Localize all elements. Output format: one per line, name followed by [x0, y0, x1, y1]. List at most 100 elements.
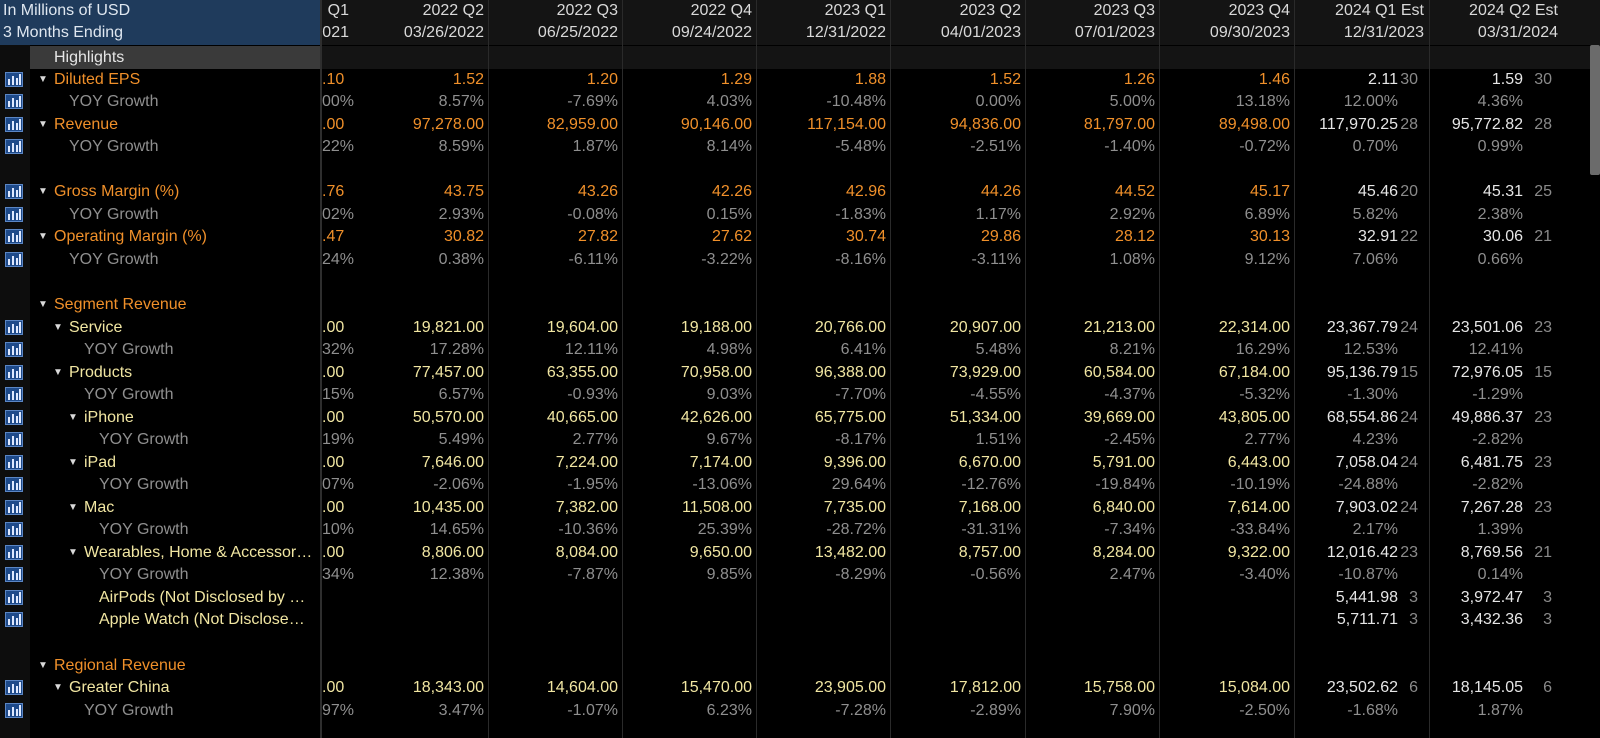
data-cell[interactable]: 96,388.00	[814, 364, 886, 381]
data-cell[interactable]: -10.87%	[1338, 566, 1398, 583]
data-cell[interactable]: 7,174.00	[689, 454, 752, 471]
table-row[interactable]: AirPods (Not Disclosed by … 5,441.98 3,972…	[0, 586, 1600, 609]
data-cell[interactable]: 12.00%	[1343, 93, 1398, 110]
data-cell[interactable]: 1.20	[586, 71, 618, 88]
data-cell[interactable]: 02%	[322, 206, 355, 223]
data-cell[interactable]: 42,626.00	[680, 409, 752, 426]
data-cell[interactable]: 1.17%	[975, 206, 1021, 223]
expand-arrow-icon[interactable]: ▼	[38, 119, 48, 130]
data-cell[interactable]: 8,284.00	[1092, 544, 1155, 561]
data-cell[interactable]: 28.12	[1114, 228, 1155, 245]
data-cell[interactable]: 49,886.37	[1451, 409, 1523, 426]
data-cell[interactable]: 13,482.00	[814, 544, 886, 561]
data-cell[interactable]: 2.77%	[1244, 431, 1290, 448]
table-row[interactable]: ▼ Segment Revenue	[0, 293, 1600, 316]
data-cell[interactable]: 12.53%	[1343, 341, 1398, 358]
data-cell[interactable]: 43.75	[443, 183, 484, 200]
data-cell[interactable]: 22,314.00	[1218, 319, 1290, 336]
table-row[interactable]: ▼ Products .00 77,457.00 63,355.00 70,958.00 9…	[0, 361, 1600, 384]
data-cell[interactable]: 67,184.00	[1218, 364, 1290, 381]
data-cell[interactable]: 60,584.00	[1083, 364, 1155, 381]
data-cell[interactable]: 1.52	[989, 71, 1021, 88]
data-cell[interactable]: 23,501.06	[1451, 319, 1523, 336]
column-header[interactable]: 2023 Q1 12/31/2022	[756, 0, 886, 45]
data-cell[interactable]: 5.00%	[1109, 93, 1155, 110]
bar-chart-icon[interactable]	[5, 500, 23, 515]
data-cell[interactable]: -1.40%	[1104, 138, 1155, 155]
bar-chart-icon[interactable]	[5, 94, 23, 109]
bar-chart-icon[interactable]	[5, 139, 23, 154]
data-cell[interactable]: 0.14%	[1477, 566, 1523, 583]
table-row[interactable]: ▼ Gross Margin (%) .76 43.75 43.26 42.26 42.96…	[0, 180, 1600, 203]
data-cell[interactable]: 7,267.28	[1460, 499, 1523, 516]
data-cell[interactable]: -24.88%	[1338, 476, 1398, 493]
data-cell[interactable]: -1.68%	[1347, 702, 1398, 719]
data-cell[interactable]: 39,669.00	[1083, 409, 1155, 426]
data-cell[interactable]: 42.96	[845, 183, 886, 200]
data-cell[interactable]: 1.26	[1123, 71, 1155, 88]
data-cell[interactable]: 2.11	[1368, 71, 1398, 88]
data-cell[interactable]: -3.11%	[971, 251, 1021, 268]
data-cell[interactable]: .00	[322, 499, 345, 516]
data-cell[interactable]: -2.82%	[1472, 431, 1523, 448]
data-cell[interactable]: 17.28%	[429, 341, 484, 358]
table-row[interactable]: ▼ Diluted EPS .10 1.52 1.20 1.29 1.88 1.52 1.26 1…	[0, 68, 1600, 91]
data-cell[interactable]: 5,791.00	[1092, 454, 1155, 471]
data-cell[interactable]: 1.52	[452, 71, 484, 88]
table-row[interactable]: YOY Growth 24% 0.38% -6.11% -3.22% -8.16% -3.1…	[0, 248, 1600, 271]
data-cell[interactable]: 70,958.00	[680, 364, 752, 381]
data-cell[interactable]: 10,435.00	[412, 499, 484, 516]
data-cell[interactable]: 13.18%	[1235, 93, 1290, 110]
data-cell[interactable]: 77,457.00	[412, 364, 484, 381]
bar-chart-icon[interactable]	[5, 590, 23, 605]
table-row[interactable]: YOY Growth 15% 6.57% -0.93% 9.03% -7.70% -4.55…	[0, 383, 1600, 406]
data-cell[interactable]: .00	[322, 454, 345, 471]
data-cell[interactable]: -5.32%	[1239, 386, 1290, 403]
data-cell[interactable]: -5.48%	[835, 138, 886, 155]
data-cell[interactable]: 30.13	[1249, 228, 1290, 245]
data-cell[interactable]: -2.89%	[970, 702, 1021, 719]
data-cell[interactable]: 42.26	[711, 183, 752, 200]
data-cell[interactable]: 2.17%	[1352, 521, 1398, 538]
data-cell[interactable]: 30.74	[845, 228, 886, 245]
data-cell[interactable]: 19%	[322, 431, 355, 448]
bar-chart-icon[interactable]	[5, 72, 23, 87]
data-cell[interactable]: -0.93%	[567, 386, 618, 403]
data-cell[interactable]: -1.07%	[567, 702, 618, 719]
data-cell[interactable]: -10.36%	[558, 521, 618, 538]
data-cell[interactable]: 72,976.05	[1451, 364, 1523, 381]
data-cell[interactable]: .00	[322, 679, 345, 696]
data-cell[interactable]: 7,168.00	[958, 499, 1021, 516]
table-row[interactable]: Apple Watch (Not Disclose… 5,711.71 3,432.…	[0, 608, 1600, 631]
data-cell[interactable]: 95,772.82	[1451, 116, 1523, 133]
data-cell[interactable]: .00	[322, 116, 345, 133]
data-cell[interactable]: 32.91	[1357, 228, 1398, 245]
data-cell[interactable]: 7,903.02	[1335, 499, 1398, 516]
column-header[interactable]: 2024 Q2 Est 03/31/2024	[1428, 0, 1558, 45]
data-cell[interactable]: -28.72%	[826, 521, 886, 538]
data-cell[interactable]: -0.56%	[970, 566, 1021, 583]
data-cell[interactable]: 1.87%	[572, 138, 618, 155]
table-row[interactable]: ▼ Regional Revenue	[0, 654, 1600, 677]
data-cell[interactable]: 44.52	[1114, 183, 1155, 200]
data-cell[interactable]: 0.66%	[1477, 251, 1523, 268]
data-cell[interactable]: 24%	[322, 251, 355, 268]
data-cell[interactable]: 63,355.00	[546, 364, 618, 381]
data-cell[interactable]: 8,769.56	[1460, 544, 1523, 561]
data-cell[interactable]: 50,570.00	[412, 409, 484, 426]
data-cell[interactable]: 4.23%	[1352, 431, 1398, 448]
data-cell[interactable]: 51,334.00	[949, 409, 1021, 426]
data-cell[interactable]: 15,470.00	[680, 679, 752, 696]
column-header[interactable]: Q1 021	[219, 0, 349, 45]
data-cell[interactable]: 8.14%	[706, 138, 752, 155]
data-cell[interactable]: 0.15%	[706, 206, 752, 223]
table-row[interactable]: YOY Growth 34% 12.38% -7.87% 9.85% -8.29% -0.5…	[0, 563, 1600, 586]
data-cell[interactable]: 0.99%	[1477, 138, 1523, 155]
data-cell[interactable]: 34%	[322, 566, 355, 583]
data-cell[interactable]: 15,758.00	[1083, 679, 1155, 696]
scrollbar-thumb[interactable]	[1590, 45, 1600, 175]
data-cell[interactable]: 2.77%	[572, 431, 618, 448]
data-cell[interactable]: 6.57%	[438, 386, 484, 403]
bar-chart-icon[interactable]	[5, 252, 23, 267]
data-cell[interactable]: 7,614.00	[1227, 499, 1290, 516]
